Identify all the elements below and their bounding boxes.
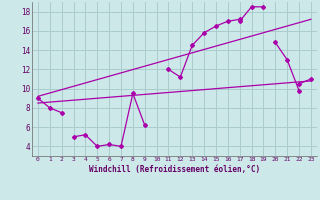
X-axis label: Windchill (Refroidissement éolien,°C): Windchill (Refroidissement éolien,°C): [89, 165, 260, 174]
